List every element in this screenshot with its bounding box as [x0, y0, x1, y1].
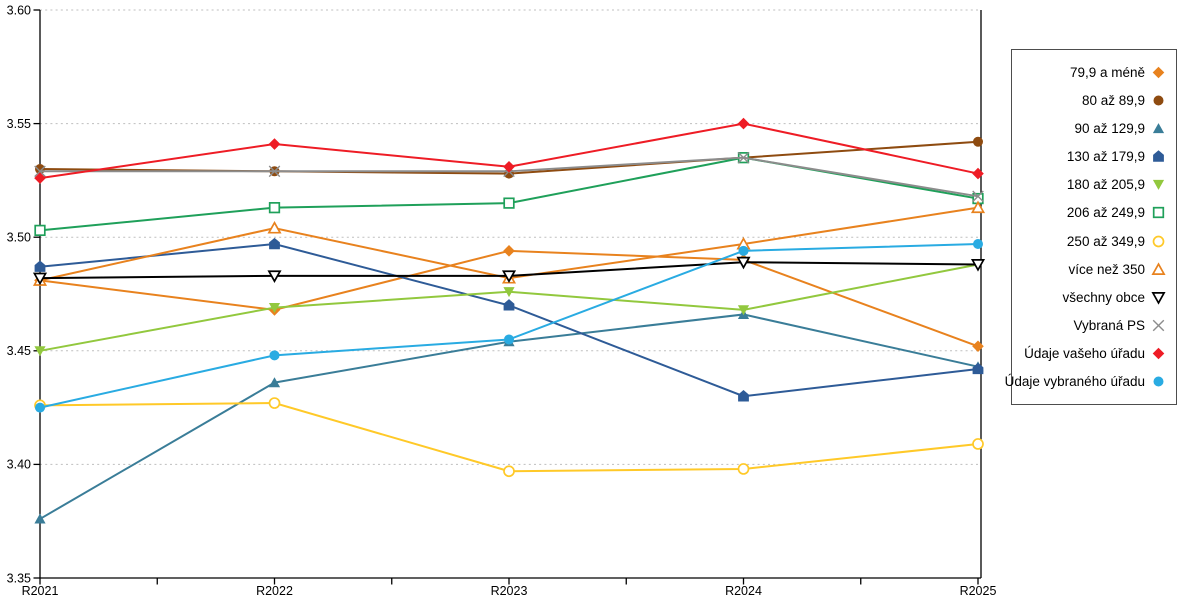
data-point-marker [737, 117, 750, 130]
data-point-marker [972, 340, 984, 353]
legend-label: Údaje vašeho úřadu [1024, 346, 1145, 362]
data-point-marker [268, 303, 281, 314]
data-point-marker [268, 165, 281, 178]
circle-marker-icon [1153, 95, 1164, 106]
data-point-marker [268, 138, 281, 150]
y-tick-label: 3.50 [7, 231, 31, 245]
series-11 [34, 117, 984, 184]
data-point-marker [268, 202, 281, 214]
x-tick-label: R2024 [725, 584, 762, 598]
data-point-marker [738, 390, 749, 402]
data-point-marker [737, 151, 750, 164]
data-point-marker [34, 165, 46, 178]
data-point-marker [737, 305, 750, 316]
data-point-marker [973, 136, 983, 147]
square-marker-icon [1152, 207, 1165, 219]
x-tick-label: R2021 [22, 584, 59, 598]
data-point-marker [503, 245, 515, 257]
data-point-marker [972, 167, 984, 180]
data-point-marker [972, 190, 984, 203]
legend-label: 206 až 249,9 [1066, 205, 1145, 221]
legend-item-12: Údaje vybraného úřadu [1005, 373, 1167, 390]
data-point-marker [267, 220, 282, 234]
y-tick-label: 3.45 [7, 344, 31, 358]
triangle-down-marker-icon [1152, 180, 1165, 191]
legend-item-2: 80 až 89,9 [1018, 92, 1167, 109]
diamond-marker-icon [1152, 347, 1165, 360]
legend-label: 130 až 179,9 [1066, 149, 1145, 165]
triangle-up-marker-icon [1152, 122, 1165, 133]
data-point-marker [34, 224, 46, 237]
triangle-down-marker-icon [1151, 291, 1166, 305]
circle-marker-icon [1153, 376, 1164, 387]
y-tick-label: 3.35 [7, 571, 31, 585]
x-tick-label: R2022 [256, 584, 293, 598]
series-line [39, 249, 979, 348]
chart-legend: 79,9 a méně 80 až 89,9 90 až 129,9 130 až 1… [1005, 49, 1177, 405]
series-9 [32, 256, 986, 286]
data-point-marker [269, 237, 280, 250]
y-tick-label: 3.55 [7, 117, 31, 131]
data-point-marker [737, 463, 750, 475]
y-tick-label: 3.40 [7, 458, 31, 472]
series-12 [35, 239, 983, 413]
legend-item-10: Vybraná PS [1018, 317, 1167, 334]
data-point-marker [972, 362, 984, 375]
legend-item-5: 180 až 205,9 [1018, 176, 1167, 193]
legend-label: 250 až 349,9 [1066, 233, 1145, 249]
series-line [39, 243, 979, 398]
pentagon-marker-icon [1153, 150, 1164, 162]
legend-label: více než 350 [1068, 261, 1145, 277]
legend-label: 79,9 a méně [1069, 64, 1145, 80]
legend-label: 180 až 205,9 [1066, 177, 1145, 193]
data-point-marker [32, 272, 48, 286]
legend-item-7: 250 až 349,9 [1018, 233, 1167, 250]
data-point-marker [970, 259, 986, 272]
data-point-marker [34, 346, 46, 357]
legend-item-3: 90 až 129,9 [1018, 120, 1167, 137]
series-4 [34, 237, 984, 402]
legend-item-8: více než 350 [1018, 261, 1167, 278]
legend-item-11: Údaje vašeho úřadu [1018, 345, 1167, 362]
legend-item-1: 79,9 a méně [1018, 64, 1167, 81]
data-point-marker [268, 397, 281, 409]
diamond-marker-icon [1152, 66, 1165, 78]
data-point-marker [973, 239, 983, 250]
data-point-marker [269, 350, 280, 361]
data-point-marker [738, 245, 749, 256]
legend-label: všechny obce [1062, 289, 1145, 305]
triangle-up-marker-icon [1151, 262, 1166, 275]
circle-marker-icon [1152, 235, 1165, 247]
data-point-marker [970, 200, 986, 214]
legend-label: Vybraná PS [1073, 317, 1145, 333]
legend-item-4: 130 až 179,9 [1018, 148, 1167, 165]
data-point-marker [503, 197, 515, 209]
x-marker-icon [1152, 319, 1165, 332]
legend-label: 80 až 89,9 [1081, 92, 1145, 108]
data-point-marker [34, 513, 46, 524]
data-point-marker [35, 402, 45, 413]
data-point-marker [504, 334, 514, 345]
y-tick-label: 3.60 [7, 3, 31, 17]
legend-item-6: 206 až 249,9 [1018, 204, 1167, 221]
data-point-marker [503, 299, 515, 311]
data-point-marker [34, 172, 46, 184]
data-point-marker [501, 270, 517, 283]
data-point-marker [503, 465, 515, 478]
data-point-marker [503, 160, 515, 173]
data-point-marker [267, 270, 282, 283]
legend-label: Údaje vybraného úřadu [1004, 374, 1145, 390]
series-line [39, 206, 979, 282]
data-point-marker [736, 256, 751, 270]
data-point-marker [268, 377, 281, 388]
data-point-marker [972, 438, 984, 450]
legend-label: 90 až 129,9 [1074, 120, 1145, 136]
data-point-marker [34, 260, 46, 272]
data-point-marker [503, 287, 515, 298]
x-tick-label: R2025 [960, 584, 997, 598]
legend-item-9: všechny obce [1018, 289, 1167, 306]
x-tick-label: R2023 [491, 584, 528, 598]
